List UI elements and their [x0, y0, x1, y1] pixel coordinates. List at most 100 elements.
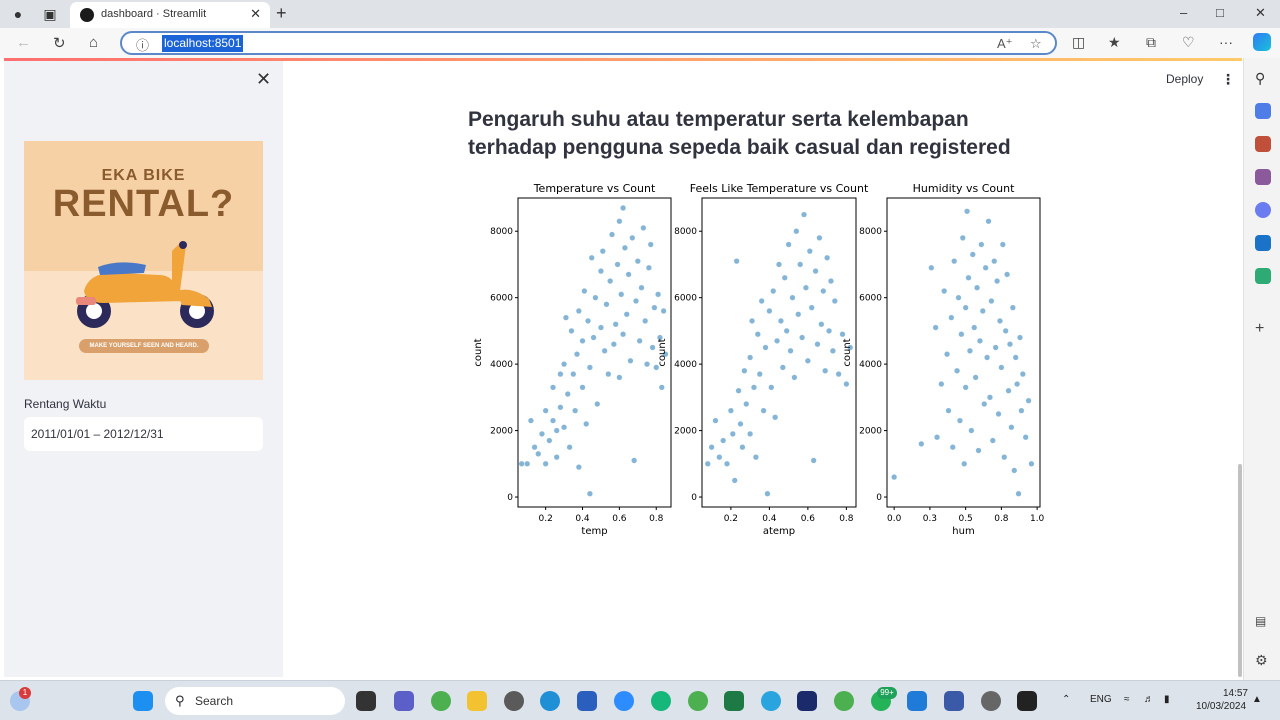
y-tick-label: 6000	[674, 294, 697, 304]
settings-gear-icon[interactable]: ⚙	[1255, 652, 1268, 668]
tab-actions-icon[interactable]: ▣	[43, 5, 57, 22]
scatter-point	[575, 464, 582, 471]
task-view-icon[interactable]	[356, 691, 376, 711]
poster-title-line2: RENTAL?	[52, 183, 235, 225]
scatter-point	[1019, 371, 1026, 378]
whatsapp-badge: 99+	[877, 687, 897, 699]
chrome-icon[interactable]	[431, 691, 451, 711]
sql-app-icon[interactable]	[944, 691, 964, 711]
deploy-button[interactable]: Deploy	[1166, 72, 1204, 86]
refresh-icon[interactable]: ↻	[53, 35, 66, 52]
scatter-point	[747, 354, 754, 361]
tag-icon[interactable]	[1255, 103, 1271, 119]
scatter-point	[731, 477, 738, 484]
close-tab-icon[interactable]: ✕	[250, 6, 261, 21]
scatter-point	[581, 288, 588, 294]
scatter-point	[570, 371, 577, 378]
add-icon[interactable]: +	[1255, 320, 1265, 337]
whatsapp-icon[interactable]	[504, 691, 524, 711]
battery-icon[interactable]: ▮	[1164, 694, 1170, 705]
grammarly-icon[interactable]	[651, 691, 671, 711]
chrome-profile-icon[interactable]	[688, 691, 708, 711]
scatter-point	[561, 361, 568, 368]
favorites-icon[interactable]: ★	[1108, 34, 1121, 50]
scatter-point	[768, 384, 775, 391]
scatter-point	[627, 357, 634, 364]
scatter-point	[749, 317, 755, 324]
scatter-point	[932, 324, 939, 331]
address-bar[interactable]: ⓘ localhost:8501 A⁺ ☆	[120, 31, 1057, 55]
date-range-input[interactable]: 2011/01/01 – 2012/12/31	[24, 417, 263, 451]
close-sidebar-icon[interactable]: ✕	[256, 69, 272, 89]
zoom-icon[interactable]	[614, 691, 634, 711]
briefcase-icon[interactable]	[1255, 136, 1271, 152]
browser-essentials-icon[interactable]: ♡	[1182, 34, 1195, 50]
tray-chevron-icon[interactable]: ⌃	[1062, 694, 1071, 705]
back-icon[interactable]: ←	[16, 34, 31, 51]
maximize-icon[interactable]: □	[1216, 5, 1224, 20]
terminal-icon[interactable]	[1017, 691, 1037, 711]
collections-icon[interactable]: ⧉	[1146, 34, 1156, 50]
telegram-icon[interactable]	[761, 691, 781, 711]
wifi-icon[interactable]: ≈	[1124, 694, 1130, 705]
more-menu-icon[interactable]: ···	[1219, 34, 1233, 50]
scatter-point	[793, 228, 800, 235]
split-screen-icon[interactable]: ◫	[1072, 34, 1086, 50]
search-icon[interactable]: ⚲	[1255, 70, 1266, 86]
close-window-icon[interactable]: ✕	[1255, 5, 1266, 20]
file-explorer-icon[interactable]	[467, 691, 487, 711]
scatter-point	[729, 430, 736, 437]
scatter-point	[720, 437, 727, 444]
scatter-point	[751, 384, 757, 391]
l-app-icon[interactable]	[797, 691, 817, 711]
volume-icon[interactable]: ♬	[1144, 694, 1154, 705]
read-aloud-icon[interactable]: A⁺	[997, 36, 1013, 51]
search-input[interactable]: ⚲ Search	[165, 687, 345, 715]
language-indicator[interactable]: ENG	[1090, 694, 1112, 705]
sidebar: ✕ EKA BIKE RENTAL? MAKE YOURSELF SEEN AN…	[4, 61, 283, 677]
scatter-point	[808, 304, 815, 311]
teams-icon[interactable]	[394, 691, 414, 711]
scatter-point	[640, 224, 647, 231]
new-tab-icon[interactable]: +	[276, 3, 287, 23]
m365-icon[interactable]	[1255, 202, 1271, 218]
x-tick-label: 0.8	[839, 514, 854, 524]
outlook-icon[interactable]	[1255, 235, 1271, 251]
vscode-icon[interactable]	[907, 691, 927, 711]
scatter-point	[829, 347, 836, 354]
scatter-point	[971, 324, 978, 331]
minimize-icon[interactable]: –	[1180, 5, 1188, 20]
scatter-point	[847, 344, 854, 351]
favorite-star-icon[interactable]: ☆	[1030, 36, 1042, 51]
excel-icon[interactable]	[724, 691, 744, 711]
scatter-point	[712, 417, 719, 424]
browser-tab[interactable]: dashboard · Streamlit ✕	[70, 2, 270, 28]
word-icon[interactable]	[577, 691, 597, 711]
profile-icon[interactable]: ●	[13, 6, 23, 22]
clock-date[interactable]: 10/03/2024	[1196, 701, 1247, 712]
copilot-icon[interactable]	[1253, 33, 1271, 51]
scatter-point	[575, 308, 582, 314]
scatter-point	[962, 304, 969, 311]
chess-icon[interactable]	[1255, 169, 1271, 185]
scatter-point	[976, 337, 983, 344]
home-icon[interactable]: ⌂	[89, 34, 99, 51]
site-info-icon[interactable]: ⓘ	[136, 38, 150, 53]
scatter-point	[779, 364, 786, 371]
scatter-point	[735, 387, 742, 394]
main-menu-icon[interactable]: ⋮	[1221, 71, 1235, 87]
scatter-point	[824, 254, 831, 261]
scatter-point	[739, 444, 746, 451]
clock-time[interactable]: 14:57	[1222, 688, 1248, 699]
edge-icon[interactable]	[540, 691, 560, 711]
windows-start-icon[interactable]	[133, 691, 153, 711]
settings-icon[interactable]	[981, 691, 1001, 711]
scatter-point	[557, 371, 564, 378]
url-text[interactable]: localhost:8501	[162, 35, 244, 52]
chrome-alt-icon[interactable]	[834, 691, 854, 711]
scatter-point	[614, 261, 621, 268]
screenshot-icon[interactable]: ▤	[1255, 614, 1267, 628]
notification-icon[interactable]: ▲	[1252, 694, 1262, 705]
send-icon[interactable]	[1255, 268, 1271, 284]
page-scrollbar[interactable]	[1238, 464, 1242, 677]
